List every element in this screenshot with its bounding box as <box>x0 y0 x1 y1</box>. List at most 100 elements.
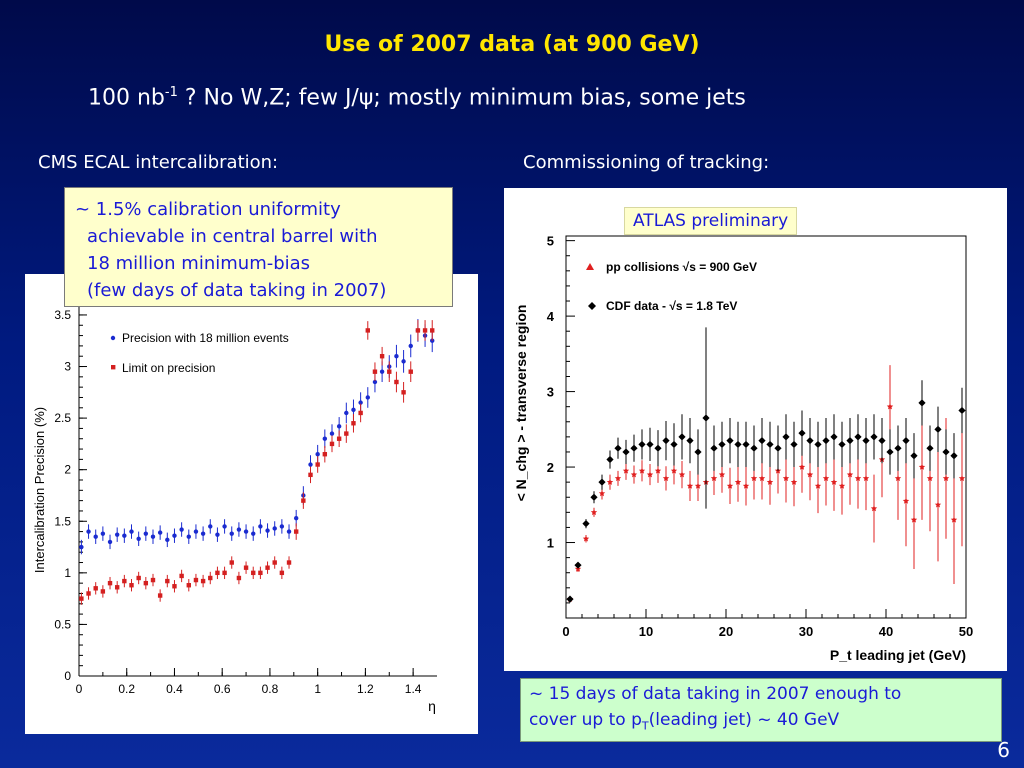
x-axis-label: η <box>428 698 436 714</box>
data-point <box>926 475 934 482</box>
data-point <box>336 436 342 441</box>
data-point <box>422 328 428 333</box>
data-point <box>193 577 199 583</box>
data-point <box>251 570 256 576</box>
data-point <box>806 437 814 445</box>
left-note-line: achievable in central barrel with <box>87 226 378 247</box>
data-point <box>286 560 292 565</box>
y-tick-label: 4 <box>547 309 555 324</box>
series-limit <box>79 320 435 605</box>
y-axis-label: < N_chg > - transverse region <box>513 305 529 502</box>
data-point <box>934 501 942 508</box>
data-point <box>358 410 363 416</box>
data-point <box>114 532 120 537</box>
data-point <box>379 354 385 359</box>
data-point <box>129 583 134 588</box>
data-point <box>114 585 120 590</box>
data-point <box>710 475 718 482</box>
data-point <box>344 410 349 416</box>
data-point <box>830 433 838 441</box>
data-point <box>590 508 598 516</box>
data-point <box>734 478 742 485</box>
data-point <box>86 529 91 534</box>
data-point <box>408 369 413 374</box>
data-point <box>208 524 213 529</box>
data-point <box>622 448 630 456</box>
data-point <box>394 354 399 359</box>
y-tick-label: 2 <box>64 463 71 477</box>
data-point <box>351 421 356 426</box>
data-point <box>365 395 370 400</box>
right-note-pre: cover up to p <box>529 710 642 730</box>
data-point <box>878 437 886 445</box>
data-point <box>718 471 726 478</box>
data-point <box>830 478 838 485</box>
data-point <box>93 534 98 539</box>
data-point <box>236 575 242 581</box>
data-point <box>838 482 846 489</box>
data-point <box>258 524 263 529</box>
data-point <box>150 577 156 583</box>
data-point <box>854 475 862 482</box>
data-point <box>622 467 630 474</box>
data-point <box>862 437 870 445</box>
data-point <box>365 328 370 333</box>
data-point <box>351 407 356 413</box>
data-point <box>293 529 299 534</box>
data-point <box>258 570 263 576</box>
left-note-line: (few days of data taking in 2007) <box>87 280 387 301</box>
legend-marker-pp <box>586 263 594 270</box>
data-point <box>136 575 141 581</box>
data-point <box>822 437 830 445</box>
y-tick-label: 1 <box>547 536 554 551</box>
data-point <box>598 478 606 486</box>
data-point <box>814 440 822 449</box>
data-point <box>401 359 406 364</box>
data-point <box>265 528 270 533</box>
left-note-line: ~ 1.5% calibration uniformity <box>75 199 341 220</box>
left-note-line: 18 million minimum-bias <box>87 253 311 274</box>
right-note-box: ~ 15 days of data taking in 2007 enough … <box>520 678 1002 743</box>
data-point <box>662 475 670 482</box>
data-point <box>279 570 285 576</box>
x-tick-label: 20 <box>719 624 733 639</box>
subtitle-superscript: -1 <box>164 85 178 100</box>
data-point <box>606 455 614 464</box>
y-tick-label: 2.5 <box>54 411 71 425</box>
legend-label-pp: pp collisions √s = 900 GeV <box>606 260 757 274</box>
data-point <box>910 452 918 460</box>
data-point <box>766 440 774 449</box>
data-point <box>726 437 734 445</box>
x-tick-label: 0.6 <box>214 682 231 696</box>
data-point <box>958 406 966 415</box>
data-point <box>870 505 878 512</box>
data-point <box>934 425 942 433</box>
data-point <box>646 440 654 449</box>
data-point <box>902 437 910 445</box>
data-point <box>136 536 141 541</box>
data-point <box>694 482 702 489</box>
data-point <box>322 436 328 441</box>
data-point <box>750 444 758 452</box>
x-tick-label: 1.4 <box>405 682 422 696</box>
right-chart: 0 10 20 30 40 50 1 2 3 4 5 < N_chg > - transverse r… <box>513 234 973 663</box>
y-tick-label: 1.5 <box>54 514 71 528</box>
right-note-post: (leading jet) ~ 40 GeV <box>648 710 840 730</box>
data-point <box>926 444 934 452</box>
data-point <box>886 403 894 410</box>
legend-marker-precision <box>110 335 116 341</box>
data-point <box>179 573 184 579</box>
data-point <box>150 534 156 539</box>
series-pp-collisions <box>566 365 966 602</box>
left-heading: CMS ECAL intercalibration: <box>38 152 279 173</box>
data-point <box>172 533 177 538</box>
data-point <box>742 482 750 489</box>
data-point <box>179 527 184 532</box>
data-point <box>301 498 306 503</box>
data-point <box>165 578 170 584</box>
data-point <box>272 526 277 531</box>
left-note-box: ~ 1.5% calibration uniformity achievable… <box>64 187 453 307</box>
data-point <box>894 475 902 482</box>
data-point <box>766 478 774 485</box>
data-point <box>958 475 966 482</box>
